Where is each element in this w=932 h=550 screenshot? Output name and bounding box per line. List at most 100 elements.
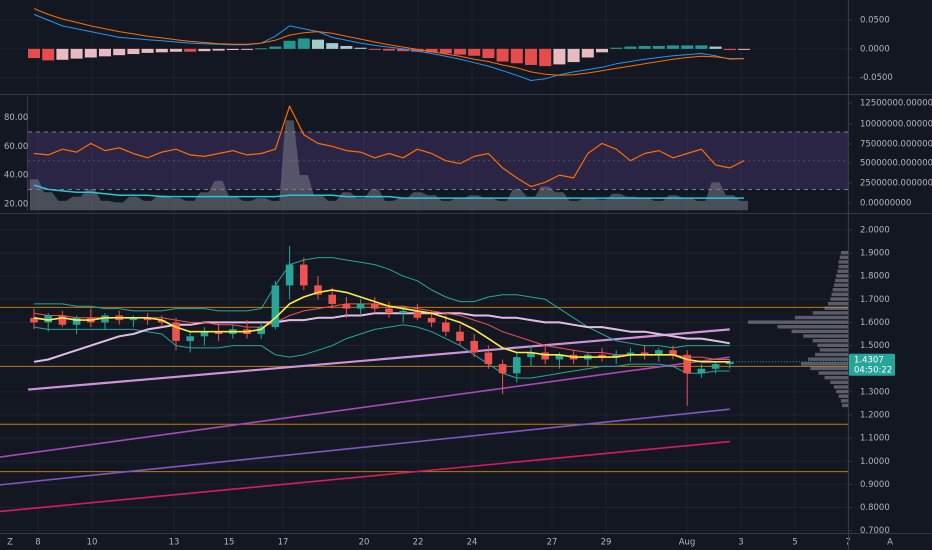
volume-profile-bar bbox=[828, 301, 848, 306]
candle-body bbox=[371, 303, 379, 309]
time-axis-label: 8 bbox=[35, 538, 40, 548]
volume-axis-label: 2500000.00000000 bbox=[860, 179, 932, 189]
macd-histogram-bar bbox=[84, 48, 97, 58]
macd-histogram-bar bbox=[226, 48, 239, 51]
time-axis-label: Aug bbox=[679, 538, 696, 548]
macd-histogram-bar bbox=[411, 48, 424, 52]
macd-histogram-bar bbox=[368, 48, 381, 50]
macd-histogram-bar bbox=[638, 45, 651, 49]
macd-histogram-bar bbox=[596, 48, 608, 53]
volume-axis-label: 5000000.00000000 bbox=[860, 159, 932, 169]
time-axis-label: 13 bbox=[169, 538, 180, 548]
macd-axis-label: 0.0000 bbox=[860, 44, 890, 54]
macd-signal-line bbox=[33, 8, 744, 76]
volume-profile-bar bbox=[837, 269, 848, 273]
last-price-value: 1.4307 bbox=[854, 355, 884, 365]
volume-profile-bar bbox=[839, 255, 848, 260]
macd-histogram-bar bbox=[255, 48, 268, 50]
price-axis-label: 1.6000 bbox=[860, 318, 890, 328]
volume-profile-bar bbox=[818, 371, 848, 375]
candle-body bbox=[640, 352, 649, 355]
candle-body bbox=[726, 361, 734, 365]
volume-profile-bar bbox=[840, 251, 848, 255]
macd-histogram-bar bbox=[525, 48, 537, 65]
candle-body bbox=[356, 303, 365, 309]
volume-axis-label: 0.00000000 bbox=[860, 199, 911, 209]
price-axis-label: 1.0000 bbox=[860, 457, 890, 467]
time-axis-label: 17 bbox=[278, 538, 289, 548]
candle-body bbox=[442, 322, 450, 332]
trend-line bbox=[0, 408, 730, 486]
macd-histogram-bar bbox=[127, 48, 140, 55]
price-axis-label: 2.0000 bbox=[860, 225, 890, 235]
time-axis-label: 20 bbox=[359, 538, 370, 548]
price-axis-label: 1.5000 bbox=[860, 341, 890, 351]
macd-histogram-bar bbox=[42, 48, 55, 61]
price-axis-label: 1.2000 bbox=[860, 410, 890, 420]
price-axis-label: 1.9000 bbox=[860, 249, 890, 259]
bar-countdown: 04:50:22 bbox=[854, 365, 892, 375]
macd-histogram-bar bbox=[539, 48, 552, 67]
macd-histogram-bar bbox=[652, 45, 665, 49]
candle-body bbox=[470, 340, 478, 353]
volume-profile-bar bbox=[748, 320, 848, 324]
volume-profile-bar bbox=[838, 260, 848, 264]
volume-profile-bar bbox=[795, 315, 848, 320]
fast-ma-line bbox=[33, 289, 730, 363]
volume-profile-bar bbox=[810, 366, 848, 371]
macd-histogram-bar bbox=[241, 48, 253, 50]
time-axis-label: 24 bbox=[467, 538, 478, 548]
volume-profile-bar bbox=[836, 274, 848, 278]
candle-body bbox=[399, 310, 407, 314]
time-axis-label: 10 bbox=[87, 538, 98, 548]
price-axis-label: 1.8000 bbox=[860, 272, 890, 282]
macd-histogram-bar bbox=[610, 47, 623, 49]
time-axis-label: 15 bbox=[224, 538, 235, 548]
volume-profile-bar bbox=[830, 297, 848, 301]
volume-profile-bar bbox=[812, 311, 848, 315]
price-axis-label: 1.3000 bbox=[860, 387, 890, 397]
last-price-badge bbox=[849, 353, 895, 376]
candle-body bbox=[513, 357, 521, 374]
macd-histogram-bar bbox=[425, 48, 438, 53]
price-axis-label: 1.7000 bbox=[860, 295, 890, 305]
candle-body bbox=[30, 317, 38, 323]
trend-line bbox=[0, 356, 730, 458]
candle-body bbox=[158, 320, 166, 323]
macd-histogram-bar bbox=[567, 48, 580, 63]
time-axis-label: 5 bbox=[792, 538, 797, 548]
macd-histogram-bar bbox=[624, 46, 637, 49]
price-axis-label: 0.8000 bbox=[860, 503, 890, 513]
rsi-line bbox=[33, 105, 745, 188]
macd-histogram-bar bbox=[198, 48, 211, 52]
volume-profile-bar bbox=[838, 264, 848, 269]
macd-histogram-bar bbox=[581, 48, 594, 58]
candle-body bbox=[328, 294, 336, 304]
macd-histogram-bar bbox=[454, 48, 466, 55]
macd-histogram-bar bbox=[723, 48, 736, 51]
macd-histogram-bar bbox=[269, 46, 282, 49]
candle-body bbox=[626, 352, 635, 355]
auto-scale-a-icon[interactable]: A bbox=[887, 538, 893, 548]
candle-body bbox=[655, 350, 663, 355]
time-axis-label: 29 bbox=[601, 538, 612, 548]
candle-body bbox=[285, 264, 294, 286]
rsi-axis-label: 80.00 bbox=[4, 113, 28, 123]
candle-body bbox=[541, 352, 549, 360]
candle-body bbox=[598, 354, 606, 358]
bollinger-lower-band bbox=[33, 324, 730, 379]
volume-profile-bar bbox=[808, 357, 848, 361]
macd-histogram-bar bbox=[695, 45, 708, 49]
candle-body bbox=[484, 352, 493, 365]
volume-ma-line bbox=[33, 184, 744, 199]
volume-profile-bar bbox=[812, 338, 848, 343]
macd-histogram-bar bbox=[312, 39, 324, 49]
volume-area bbox=[30, 120, 748, 211]
timezone-z-icon[interactable]: Z bbox=[7, 538, 13, 548]
macd-histogram-bar bbox=[383, 48, 395, 51]
volume-profile-bar bbox=[803, 334, 848, 338]
volume-profile-bar bbox=[831, 292, 848, 297]
time-axis-label: 22 bbox=[413, 538, 424, 548]
volume-profile-bar bbox=[833, 283, 848, 287]
